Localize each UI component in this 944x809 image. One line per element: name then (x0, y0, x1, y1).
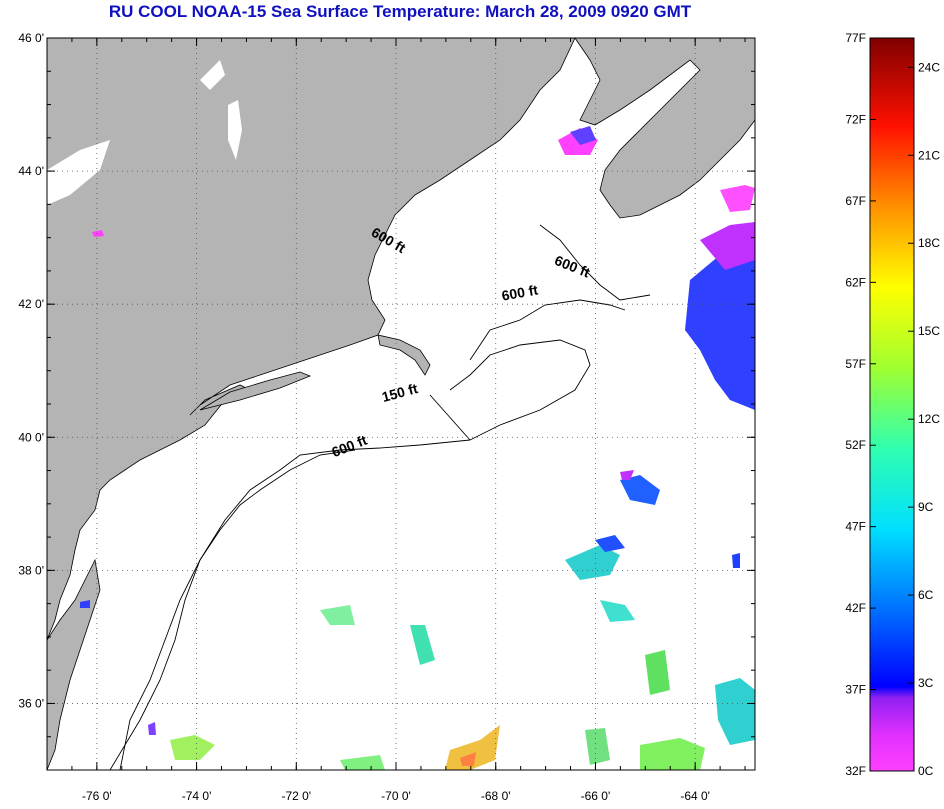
sst-patch-green-5 (340, 755, 385, 770)
colorbar-f-label: 72F (845, 112, 866, 126)
colorbar-gradient (869, 37, 915, 772)
colorbar-f-label: 37F (845, 683, 866, 697)
colorbar-f-label: 62F (845, 275, 866, 289)
contour-600ft-north (539, 224, 651, 301)
sst-patch-warm-1 (445, 725, 500, 770)
colorbar-f-label: 32F (845, 764, 866, 778)
sst-patch-blue-small (80, 600, 90, 608)
colorbar-f-label: 42F (845, 601, 866, 615)
contour-150ft-coast (119, 449, 356, 771)
colorbar-f-label: 67F (845, 194, 866, 208)
sst-patch-blob-blue (620, 475, 660, 505)
lat-tick-label: 46 0' (18, 31, 44, 45)
sst-patch-fundy-blue (570, 126, 596, 145)
lat-tick-label: 38 0' (18, 563, 44, 577)
land-nova-scotia (574, 37, 756, 219)
colorbar-celsius-labels: 24C 21C 18C 15C 12C 9C 6C 3C 0C (918, 60, 940, 778)
lat-tick-label: 40 0' (18, 430, 44, 444)
lon-tick-label: -74 0' (182, 789, 212, 803)
colorbar-c-label: 9C (918, 500, 934, 514)
colorbar-f-label: 57F (845, 357, 866, 371)
sst-patch-blue-dot (732, 553, 740, 568)
sst-patch-offshore-cold (685, 240, 755, 410)
lon-tick-label: -68 0' (481, 789, 511, 803)
colorbar-ticks (870, 37, 914, 772)
inland-white-patch (200, 60, 225, 90)
lon-tick-label: -66 0' (581, 789, 611, 803)
sst-patch-green-1 (645, 650, 670, 695)
temperature-colorbar: 77F 72F 67F 62F 57F 52F 47F 42F 37F 32F 24C 21C 18C… (845, 31, 940, 778)
sst-patch-cyan-3 (715, 678, 755, 745)
colorbar-c-label: 18C (918, 236, 940, 250)
sst-patch-green-6 (320, 605, 355, 625)
lat-tick-label: 42 0' (18, 297, 44, 311)
inland-white-patch (47, 140, 110, 205)
sst-patch-mid-cyan (565, 545, 620, 580)
colorbar-f-label: 77F (845, 31, 866, 45)
contour-150ft (429, 339, 591, 441)
colorbar-fahrenheit-labels: 77F 72F 67F 62F 57F 52F 47F 42F 37F 32F (845, 31, 866, 778)
lon-tick-label: -76 0' (82, 789, 112, 803)
sst-patch-offshore-magenta (700, 222, 755, 270)
sst-patch-mid-blue (595, 535, 625, 552)
sst-patch-cyan-2 (410, 625, 435, 665)
colorbar-f-label: 52F (845, 438, 866, 452)
map-ticks (46, 37, 755, 771)
bathymetry-contours (109, 224, 651, 771)
land-us-canada (46, 37, 576, 641)
colorbar-c-label: 0C (918, 764, 934, 778)
colorbar-c-label: 24C (918, 60, 940, 74)
land-long-island (199, 371, 312, 411)
colorbar-f-label: 47F (845, 520, 866, 534)
sst-patch-scotian (720, 185, 755, 212)
colorbar-c-label: 15C (918, 324, 940, 338)
lon-tick-label: -64 0' (680, 789, 710, 803)
sst-patch-cyan-4 (600, 600, 635, 622)
contour-600ft-gom (469, 299, 626, 361)
map-grid (47, 37, 755, 770)
colorbar-c-label: 6C (918, 588, 934, 602)
lat-tick-label: 36 0' (18, 696, 44, 710)
lat-tick-label: 44 0' (18, 164, 44, 178)
sst-patch-green-4 (585, 728, 610, 765)
colorbar-c-label: 3C (918, 676, 934, 690)
land-delmarva (46, 558, 101, 771)
lon-tick-label: -72 0' (281, 789, 311, 803)
inland-white-patch (228, 100, 242, 160)
contour-600ft-shelf (109, 439, 471, 771)
colorbar-c-label: 21C (918, 148, 940, 162)
colorbar-c-label: 12C (918, 412, 940, 426)
lon-tick-labels: -76 0' -74 0' -72 0' -70 0' -68 0' -66 0' -64 … (82, 789, 710, 803)
land-cape-cod (377, 334, 431, 376)
sst-patch-coast-magenta (148, 722, 156, 735)
sst-patch-coast-magenta-2 (92, 230, 104, 237)
contour-label: 600 ft (500, 281, 539, 303)
lat-tick-labels: 36 0' 38 0' 40 0' 42 0' 44 0' 46 0' (18, 31, 44, 710)
sst-patch-green-2 (640, 738, 705, 770)
sst-data-patches (80, 126, 755, 770)
sst-patch-blob-magenta (620, 470, 634, 480)
sst-patch-green-3 (170, 735, 215, 760)
sst-patch-warm-2 (460, 752, 476, 766)
lon-tick-label: -70 0' (381, 789, 411, 803)
map-title: RU COOL NOAA-15 Sea Surface Temperature:… (108, 2, 692, 21)
